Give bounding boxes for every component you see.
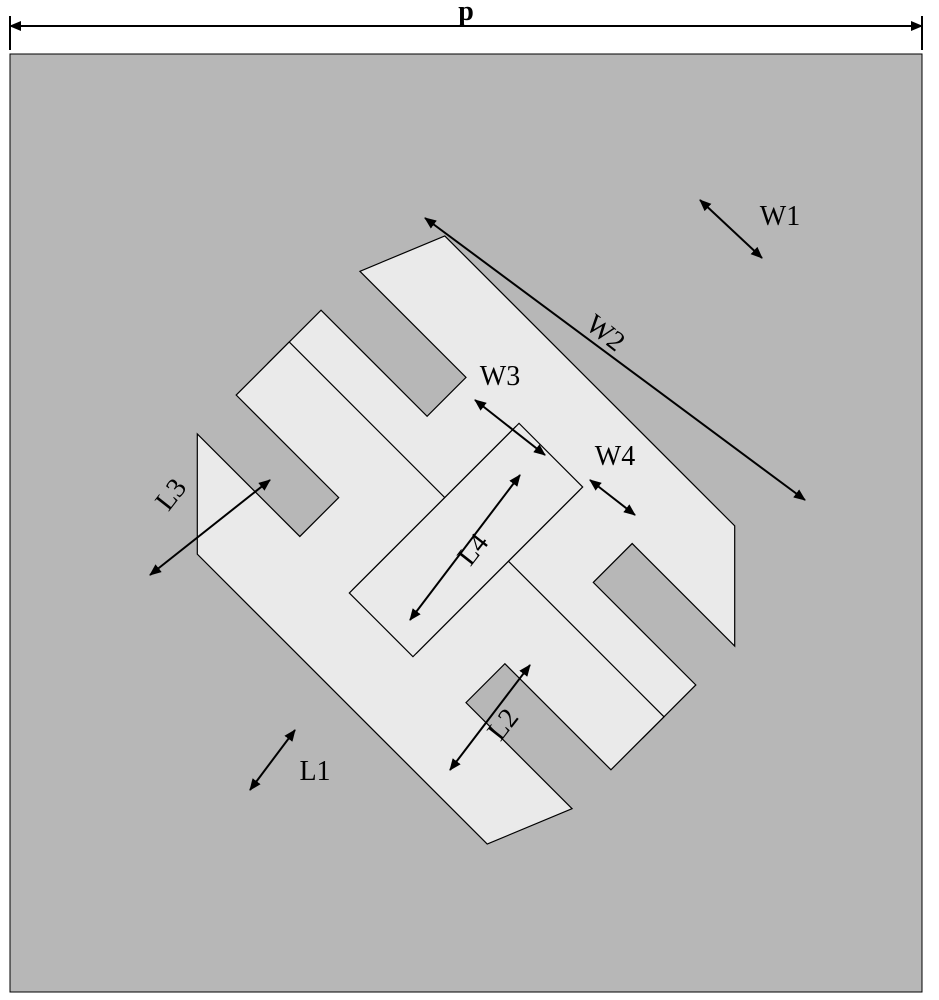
label-l1: L1 xyxy=(299,756,330,787)
label-w1: W1 xyxy=(760,201,800,232)
label-w3: W3 xyxy=(480,361,520,392)
diagram-svg: p W1W2W3W4L1L2L3L4 xyxy=(0,0,939,1000)
label-p: p xyxy=(458,0,474,27)
figure-canvas: p W1W2W3W4L1L2L3L4 xyxy=(0,0,939,1000)
dimension-p: p xyxy=(10,0,922,50)
label-w4: W4 xyxy=(595,441,635,472)
